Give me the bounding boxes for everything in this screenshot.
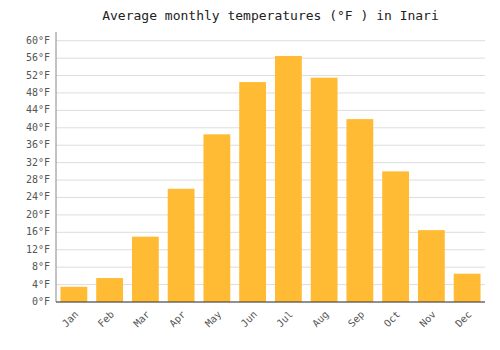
bar — [311, 78, 338, 302]
y-tick-label: 56°F — [26, 52, 50, 63]
y-tick-label: 4°F — [32, 279, 50, 290]
y-tick-label: 20°F — [26, 209, 50, 220]
bars — [60, 56, 480, 302]
y-tick-label: 60°F — [26, 35, 50, 46]
grid-line — [56, 92, 485, 93]
bar — [418, 230, 445, 302]
y-tick-label: 28°F — [26, 174, 50, 185]
grid-line — [56, 58, 485, 59]
y-tick-label: 44°F — [26, 104, 50, 115]
x-tick-label: Jan — [60, 309, 81, 330]
y-tick-label: 48°F — [26, 87, 50, 98]
x-tick-label: May — [203, 309, 224, 330]
grid-line — [56, 127, 485, 128]
x-tick-label: Nov — [417, 309, 438, 330]
bar — [346, 119, 373, 302]
y-tick-label: 0°F — [32, 296, 50, 307]
x-tick-label: Mar — [131, 309, 152, 330]
x-axis-line — [56, 302, 485, 303]
title: Average monthly temperatures (°F ) in In… — [102, 8, 439, 23]
grid-line — [56, 110, 485, 111]
bar — [239, 82, 266, 302]
chart-container: 0°F 4°F 8°F 12°F 16°F 20°F 24°F 28°F 32°F 36°F 40°… — [0, 0, 500, 350]
bar — [382, 171, 409, 302]
x-axis: Jan Feb Mar Apr May Jun Jul Aug Sep Oct Nov Dec — [56, 302, 485, 329]
bar — [60, 287, 87, 302]
bar — [275, 56, 302, 302]
y-tick-label: 32°F — [26, 157, 50, 168]
y-tick-label: 12°F — [26, 244, 50, 255]
grid-line — [56, 75, 485, 76]
grid-line — [56, 145, 485, 146]
x-tick-label: Oct — [382, 309, 403, 330]
bar — [168, 189, 195, 302]
y-tick-label: 8°F — [32, 261, 50, 272]
grid-line — [56, 214, 485, 215]
chart: 0°F 4°F 8°F 12°F 16°F 20°F 24°F 28°F 32°F 36°F 40°… — [0, 0, 500, 350]
grid-line — [56, 302, 485, 303]
bar — [96, 278, 123, 302]
bar — [454, 274, 481, 302]
x-tick-label: Dec — [453, 309, 474, 330]
y-tick-label: 24°F — [26, 191, 50, 202]
grid-line — [56, 162, 485, 163]
x-tick-label: Apr — [167, 309, 188, 330]
y-axis-line — [56, 32, 57, 302]
grid-line — [56, 197, 485, 198]
grid-line — [56, 40, 485, 41]
y-tick-label: 40°F — [26, 122, 50, 133]
x-tick-label: Aug — [310, 309, 331, 330]
y-tick-label: 36°F — [26, 139, 50, 150]
y-axis: 0°F 4°F 8°F 12°F 16°F 20°F 24°F 28°F 32°F 36°F 40°… — [26, 35, 50, 307]
x-tick-label: Feb — [96, 309, 117, 330]
y-tick-label: 52°F — [26, 70, 50, 81]
x-tick-label: Sep — [346, 309, 367, 330]
x-tick-label: Jul — [274, 309, 295, 330]
x-tick-label: Jun — [239, 309, 260, 330]
grid-line — [56, 180, 485, 181]
bar — [203, 134, 230, 302]
grid — [56, 41, 485, 302]
bar — [132, 237, 159, 302]
y-tick-label: 16°F — [26, 226, 50, 237]
